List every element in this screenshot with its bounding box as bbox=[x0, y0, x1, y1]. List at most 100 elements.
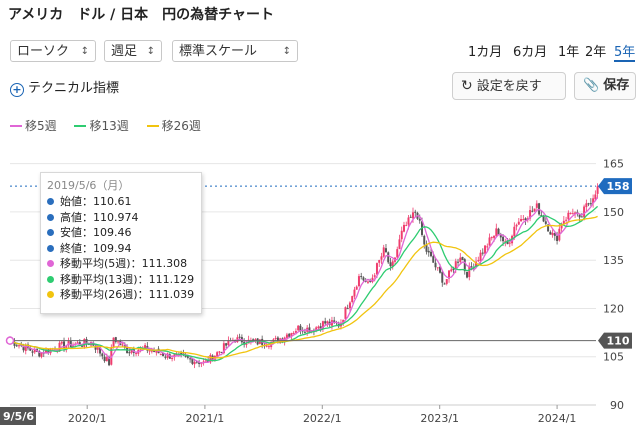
candle-body bbox=[529, 210, 532, 219]
price-chart[interactable]: 90 105 120 135 150 165 2020/1 2021/1 2022/1 2023/… bbox=[0, 140, 640, 431]
candle-body bbox=[204, 360, 207, 362]
technical-indicator-button[interactable]: + テクニカル指標 bbox=[10, 77, 119, 97]
candle-body bbox=[466, 271, 469, 278]
candle-body bbox=[553, 232, 556, 236]
candle-body bbox=[571, 213, 574, 215]
scale-select[interactable]: 標準スケール ↕ bbox=[172, 40, 298, 62]
candle-body bbox=[99, 347, 102, 354]
candle-body bbox=[533, 208, 536, 212]
period-tab-1m[interactable]: 1カ月 bbox=[468, 45, 503, 60]
chart-type-value: ローソク bbox=[17, 44, 70, 59]
tooltip-row-label: 終値：109.94 bbox=[60, 241, 132, 255]
tooltip-row-label: 安値：109.46 bbox=[60, 226, 132, 239]
candle-body bbox=[63, 341, 66, 349]
candle-body bbox=[567, 212, 570, 220]
candle-body bbox=[245, 343, 248, 345]
candle-body bbox=[366, 281, 369, 283]
tooltip-row: 高値：110.974 bbox=[47, 210, 195, 226]
period-tab-1y[interactable]: 1年 bbox=[558, 45, 580, 60]
candle-body bbox=[209, 354, 212, 363]
tooltip-row: 始値：110.61 bbox=[47, 194, 195, 210]
candle-body bbox=[218, 351, 221, 353]
candle-body bbox=[364, 280, 367, 282]
candle-body bbox=[423, 235, 426, 245]
period-tab-6m[interactable]: 6カ月 bbox=[513, 45, 548, 60]
x-cursor-label-box bbox=[0, 407, 36, 425]
candle-body bbox=[436, 267, 439, 269]
candle-body bbox=[513, 226, 516, 237]
chart-type-select[interactable]: ローソク ↕ bbox=[10, 40, 96, 62]
candle-body bbox=[432, 256, 435, 263]
period-tab-2y[interactable]: 2年 bbox=[585, 45, 607, 60]
candle-body bbox=[162, 353, 165, 357]
candle-body bbox=[459, 257, 462, 263]
candle-body bbox=[344, 307, 347, 319]
candle-body bbox=[434, 262, 437, 268]
save-button[interactable]: 📎 保存 bbox=[574, 72, 636, 100]
candle-body bbox=[493, 235, 496, 238]
period-tab-5y[interactable]: 5年 bbox=[614, 41, 636, 62]
candle-body bbox=[193, 362, 196, 365]
candle-body bbox=[371, 277, 374, 283]
x-tick-label: 2020/1 bbox=[68, 412, 107, 425]
candle-body bbox=[407, 217, 410, 225]
x-cursor-label: 9/5/6 bbox=[3, 410, 34, 423]
candle-body bbox=[587, 203, 590, 205]
ohlc-tooltip: 2019/5/6（月） 始値：110.61 高値：110.974 安値：109.… bbox=[40, 172, 202, 314]
candle-body bbox=[319, 326, 322, 329]
candle-body bbox=[186, 355, 189, 358]
candle-body bbox=[24, 344, 27, 351]
candle-body bbox=[402, 224, 405, 232]
candle-body bbox=[479, 252, 482, 261]
scale-value: 標準スケール bbox=[179, 44, 258, 59]
candle-body bbox=[342, 319, 345, 323]
save-label: 保存 bbox=[603, 78, 630, 93]
candle-body bbox=[531, 210, 534, 212]
x-tick-label: 2023/1 bbox=[420, 412, 459, 425]
candle-body bbox=[504, 241, 507, 243]
candle-body bbox=[117, 341, 120, 343]
candle-body bbox=[299, 325, 302, 331]
candle-body bbox=[135, 353, 138, 355]
candle-body bbox=[308, 327, 311, 333]
chevron-updown-icon: ↕ bbox=[146, 46, 155, 57]
candle-body bbox=[180, 353, 183, 355]
candle-body bbox=[585, 203, 588, 208]
legend-swatch-ma13 bbox=[74, 125, 87, 127]
legend-label-ma13: 移13週 bbox=[89, 119, 129, 133]
candle-body bbox=[207, 359, 210, 363]
legend-swatch-ma26 bbox=[146, 125, 159, 127]
candle-body bbox=[164, 356, 167, 358]
candle-body bbox=[398, 239, 401, 249]
candle-body bbox=[13, 341, 16, 346]
tooltip-row-label: 始値：110.61 bbox=[60, 195, 132, 208]
interval-select[interactable]: 週足 ↕ bbox=[104, 40, 162, 62]
candle-body bbox=[574, 212, 577, 214]
candle-body bbox=[195, 361, 198, 363]
candle-body bbox=[85, 339, 88, 344]
candle-body bbox=[540, 215, 543, 217]
candle-body bbox=[191, 358, 194, 364]
candle-body bbox=[488, 237, 491, 246]
tooltip-date: 2019/5/6（月） bbox=[47, 179, 130, 192]
cursor-price-label: 110 bbox=[607, 335, 630, 348]
candle-body bbox=[502, 236, 505, 242]
candle-body bbox=[560, 223, 563, 229]
candle-body bbox=[470, 266, 473, 268]
ma13-line bbox=[9, 205, 599, 362]
candle-body bbox=[303, 331, 306, 333]
candle-body bbox=[153, 350, 156, 352]
candle-body bbox=[463, 259, 466, 272]
tooltip-dot bbox=[47, 275, 54, 283]
candle-body bbox=[378, 260, 381, 263]
candle-body bbox=[238, 336, 241, 338]
candle-body bbox=[369, 280, 372, 282]
cursor-point bbox=[5, 336, 15, 345]
candle-body bbox=[353, 289, 356, 297]
candle-body bbox=[297, 325, 300, 331]
candle-body bbox=[130, 350, 133, 353]
candle-body bbox=[549, 231, 552, 235]
candle-body bbox=[594, 194, 597, 200]
candle-body bbox=[292, 332, 295, 334]
reset-settings-button[interactable]: ↻ 設定を戻す bbox=[452, 72, 566, 100]
